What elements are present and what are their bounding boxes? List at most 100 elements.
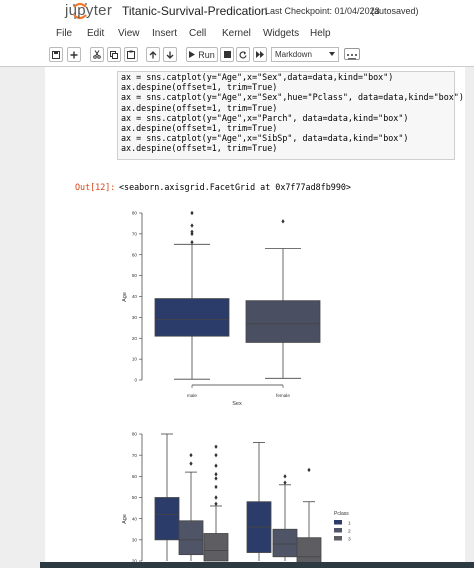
play-icon [189,51,196,58]
run-button-label: Run [198,49,215,60]
chart1-y-tick-label: 50 [132,273,138,278]
cut-icon [93,50,101,59]
chart2-y-tick-label: 60 [132,474,138,479]
notebook-title[interactable]: Titanic-Survival-Predication [122,4,268,18]
menu-edit[interactable]: Edit [87,28,105,39]
chart2-legend-label: 2 [348,529,351,535]
chart2-y-tick-label: 50 [132,495,138,500]
code-line-4: ax.despine(offset=1, trim=True) [121,102,278,113]
chart2-legend-swatch [334,536,342,541]
jupyter-logo-text: jupyter [65,2,113,19]
code-line-2: ax.despine(offset=1, trim=True) [121,82,278,93]
chart2-y-axis-label: Age [122,514,128,524]
chart2-outlier [214,501,218,507]
interrupt-button[interactable] [220,47,234,62]
chart1-outlier [190,223,194,228]
move-up-button[interactable] [146,47,160,62]
run-button[interactable]: Run [186,47,218,62]
chart2-outlier [214,452,218,458]
save-button[interactable] [49,47,63,62]
chart1-y-tick-label: 60 [132,252,138,257]
chart1-y-tick-label: 0 [134,378,137,383]
checkpoint-status: Last Checkpoint: 01/04/2023 [265,6,380,16]
restart-icon [239,50,247,59]
menu-widgets[interactable]: Widgets [263,28,300,39]
chart2-outlier [189,452,193,458]
menu-cell[interactable]: Cell [189,28,207,39]
arrow-up-icon [149,50,157,58]
chart1-x-axis-label: Sex [232,401,242,407]
notebook-container: ax = sns.catplot(y="Age",x="Sex",data=da… [45,67,465,568]
toolbar: Run Markdown [0,44,474,67]
chart2-y-tick-label: 80 [132,432,138,437]
output-prompt: Out[12]: [75,182,116,192]
keyboard-icon[interactable] [344,48,360,60]
chart2-outlier [214,484,218,490]
chart1-y-tick-label: 70 [132,231,138,236]
arrow-down-icon [166,51,174,59]
copy-icon [110,50,118,59]
keyboard-keys-icon [347,54,357,60]
chart2-legend-label: 1 [348,521,351,527]
chart1-x-tick-label: female [276,393,290,398]
chevron-down-icon [329,52,335,56]
chart2-box-male-class-2 [178,520,204,556]
chart2-box-male-class-3 [203,533,229,562]
code-line-6: ax.despine(offset=1, trim=True) [121,123,278,134]
notebook-header: jupyter Titanic-Survival-Predication Las… [0,0,474,22]
chart2-outlier [214,472,218,477]
autosave-status: (autosaved) [371,6,419,16]
code-editor[interactable]: ax = sns.catplot(y="Age",x="Sex",data=da… [121,72,464,154]
chart2-legend-swatch [334,528,342,533]
fast-forward-icon [256,51,264,58]
code-line-5: ax = sns.catplot(y="Age",x="Parch", data… [121,112,409,123]
plus-icon [70,51,78,58]
chart1-y-axis-label: Age [122,292,128,302]
chart1-outlier [190,229,194,234]
copy-button[interactable] [107,47,121,62]
code-line-7: ax = sns.catplot(y="Age",x="SibSp", data… [121,133,409,144]
chart2-legend-swatch [334,520,342,525]
menu-insert[interactable]: Insert [152,28,178,39]
stop-icon [223,51,231,58]
taskbar-strip [40,562,474,568]
restart-button[interactable] [236,47,250,62]
chart1-y-tick-label: 10 [132,357,138,362]
menu-file[interactable]: File [56,28,73,39]
restart-run-all-button[interactable] [253,47,267,62]
chart1-outlier [190,210,194,216]
menu-help[interactable]: Help [310,28,331,39]
paste-icon [127,50,135,59]
chart1-y-tick-label: 80 [132,211,138,216]
chart2-outlier [214,476,218,481]
chart2-outlier [214,444,218,449]
code-line-8: ax.despine(offset=1, trim=True) [121,143,278,154]
chart2-y-tick-label: 20 [132,559,138,564]
code-line-1: ax = sns.catplot(y="Age",x="Sex",data=da… [121,72,394,82]
paste-button[interactable] [124,47,138,62]
insert-cell-button[interactable] [67,47,81,62]
chart2-outlier [283,480,287,485]
chart1-y-tick-label: 20 [132,336,138,341]
code-cell-input[interactable]: ax = sns.catplot(y="Age",x="Sex",data=da… [117,71,464,160]
chart2-legend-label: 3 [348,537,351,543]
chart1-box-male [154,298,230,337]
chart1-y-tick-label: 30 [132,315,138,320]
menu-view[interactable]: View [118,28,140,39]
chart1-outlier [190,240,194,245]
save-icon [52,50,60,59]
chart2-y-tick-label: 30 [132,537,138,542]
cut-button[interactable] [90,47,104,62]
output-text: <seaborn.axisgrid.FacetGrid at 0x7f77ad8… [119,182,351,192]
cell-type-select[interactable]: Markdown [271,47,339,62]
move-down-button[interactable] [163,47,177,62]
jupyter-logo-icon[interactable] [46,2,114,20]
chart2-outlier [214,463,218,468]
chart1-x-tick-label: male [187,393,197,398]
cell-type-value: Markdown [275,50,312,59]
chart2-y-tick-label: 40 [132,516,138,521]
chart2-outlier [214,495,218,500]
menu-kernel[interactable]: Kernel [222,28,251,39]
chart2-outlier [307,467,311,473]
chart1-outlier [281,219,285,224]
